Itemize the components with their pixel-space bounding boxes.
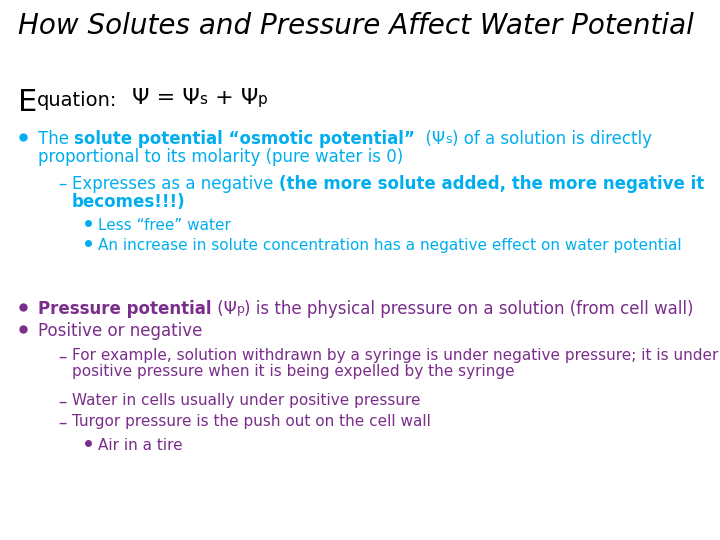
- Text: + Ψ: + Ψ: [207, 88, 258, 108]
- Text: How Solutes and Pressure Affect Water Potential: How Solutes and Pressure Affect Water Po…: [18, 12, 694, 40]
- Text: –: –: [58, 175, 66, 193]
- Text: The: The: [38, 130, 74, 148]
- Text: –: –: [58, 393, 66, 411]
- Text: quation:: quation:: [37, 91, 117, 110]
- Text: Pressure potential: Pressure potential: [38, 300, 212, 318]
- Text: Air in a tire: Air in a tire: [98, 438, 183, 453]
- Text: Positive or negative: Positive or negative: [38, 322, 202, 340]
- Text: s: s: [199, 92, 207, 107]
- Text: Water in cells usually under positive pressure: Water in cells usually under positive pr…: [72, 393, 420, 408]
- Text: (Ψ: (Ψ: [212, 300, 236, 318]
- Text: solute potential “osmotic potential”: solute potential “osmotic potential”: [74, 130, 415, 148]
- Text: For example, solution withdrawn by a syringe is under negative pressure; it is u: For example, solution withdrawn by a syr…: [72, 348, 719, 363]
- Text: p: p: [236, 303, 244, 316]
- Text: ) of a solution is directly: ) of a solution is directly: [451, 130, 652, 148]
- Text: Turgor pressure is the push out on the cell wall: Turgor pressure is the push out on the c…: [72, 414, 431, 429]
- Text: becomes!!!): becomes!!!): [72, 193, 186, 211]
- Text: –: –: [58, 348, 66, 366]
- Text: proportional to its molarity (pure water is 0): proportional to its molarity (pure water…: [38, 148, 403, 166]
- Text: An increase in solute concentration has a negative effect on water potential: An increase in solute concentration has …: [98, 238, 682, 253]
- Text: Expresses as a negative: Expresses as a negative: [72, 175, 279, 193]
- Text: s: s: [445, 133, 451, 146]
- Text: E: E: [18, 88, 37, 117]
- Text: (the more solute added, the more negative it: (the more solute added, the more negativ…: [279, 175, 704, 193]
- Text: positive pressure when it is being expelled by the syringe: positive pressure when it is being expel…: [72, 364, 515, 379]
- Text: Ψ = Ψ: Ψ = Ψ: [132, 88, 199, 108]
- Text: p: p: [258, 92, 268, 107]
- Text: (Ψ: (Ψ: [415, 130, 445, 148]
- Text: Less “free” water: Less “free” water: [98, 218, 231, 233]
- Text: –: –: [58, 414, 66, 432]
- Text: ) is the physical pressure on a solution (from cell wall): ) is the physical pressure on a solution…: [244, 300, 694, 318]
